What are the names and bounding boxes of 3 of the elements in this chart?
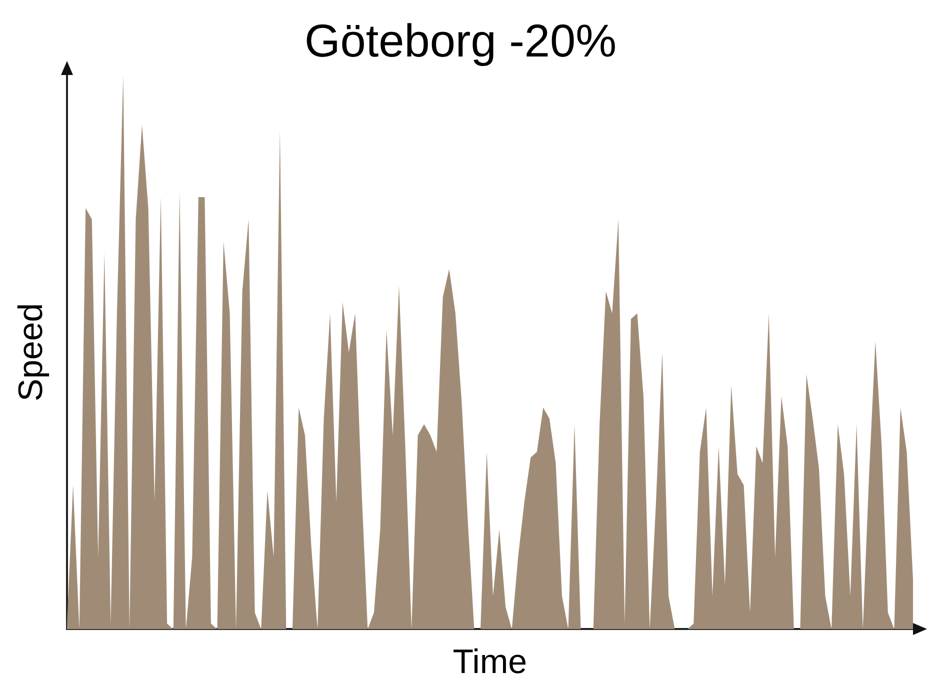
chart-title: Göteborg -20% bbox=[304, 14, 616, 66]
y-axis-title: Speed bbox=[12, 303, 50, 402]
x-axis-title: Time bbox=[452, 642, 528, 681]
